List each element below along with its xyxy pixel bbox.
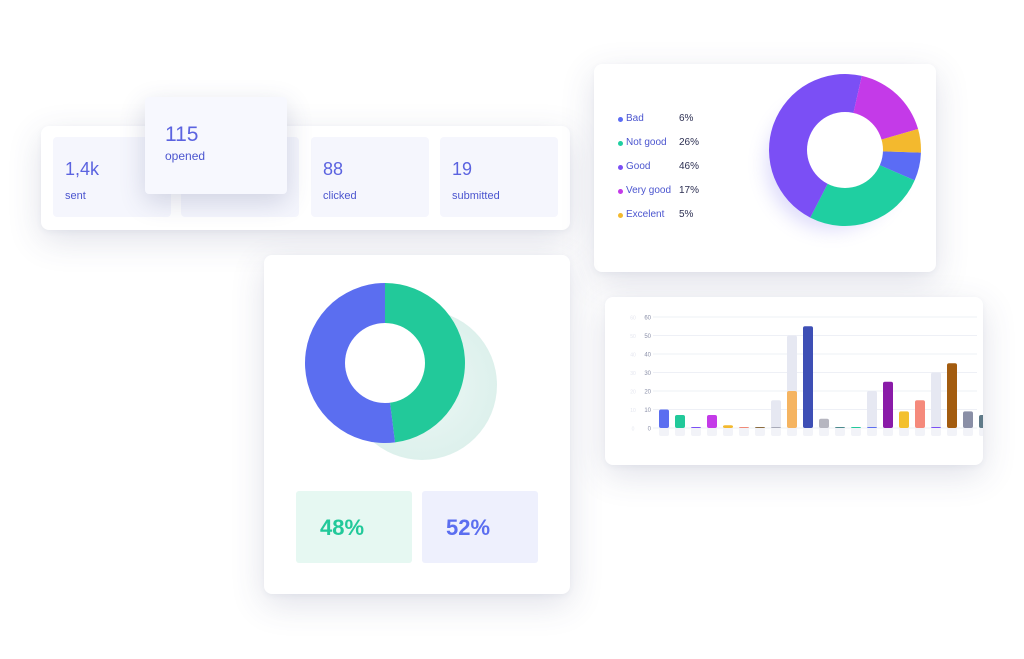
bar[interactable] — [659, 409, 669, 429]
stat-value: 115 — [165, 123, 199, 146]
bar-base — [963, 428, 973, 436]
bar-base — [755, 428, 765, 436]
legend-label: Excelent — [626, 209, 665, 220]
percent-box-left[interactable]: 48% — [296, 491, 412, 563]
percent-value: 48% — [320, 515, 365, 540]
rating-donut-card: Bad 6% Not good 26% Good 46% Very good 1… — [594, 64, 936, 272]
bar[interactable] — [883, 381, 893, 428]
rating-donut-chart — [766, 74, 921, 230]
donut-hole — [807, 112, 883, 188]
legend-dot — [618, 213, 623, 218]
bar[interactable] — [691, 427, 701, 428]
bar-base — [851, 428, 861, 436]
bar[interactable] — [867, 427, 877, 428]
stat-value: 19 — [452, 159, 473, 179]
bar-base — [771, 428, 781, 436]
bar[interactable] — [739, 427, 749, 428]
legend-percent: 17% — [679, 185, 700, 196]
bar-base — [675, 428, 685, 436]
bar-base — [915, 428, 925, 436]
y-tick-label: 10 — [644, 408, 651, 414]
bar-base — [835, 428, 845, 436]
y-tick-label-faint: 30 — [630, 371, 636, 377]
stat-label: sent — [65, 190, 86, 202]
legend-percent: 46% — [679, 161, 700, 172]
stat-label: clicked — [323, 190, 357, 202]
bar[interactable] — [755, 427, 765, 428]
email-stats-card: 1,4k sent 88 clicked 19 submitted — [41, 126, 570, 230]
donut-hole — [345, 323, 425, 403]
bar[interactable] — [915, 400, 925, 428]
bar[interactable] — [723, 425, 733, 428]
bar[interactable] — [899, 411, 909, 428]
y-tick-label: 0 — [648, 427, 652, 433]
bar-base — [707, 428, 717, 436]
stat-clicked[interactable]: 88 clicked — [311, 137, 429, 217]
bar[interactable] — [947, 363, 957, 428]
y-tick-label: 30 — [644, 371, 651, 377]
legend-label: Very good — [626, 185, 672, 196]
bar[interactable] — [707, 415, 717, 428]
bar[interactable] — [803, 326, 813, 428]
legend-percent: 6% — [679, 113, 694, 124]
bar[interactable] — [931, 427, 941, 428]
bar-base — [787, 428, 797, 436]
stat-opened-popup[interactable]: 115 opened — [145, 97, 287, 194]
bar[interactable] — [771, 427, 781, 428]
y-tick-label-faint: 40 — [630, 353, 636, 359]
legend-label: Good — [626, 161, 651, 172]
bar-base — [931, 428, 941, 436]
y-tick-label: 20 — [644, 390, 651, 396]
legend-dot — [618, 189, 623, 194]
legend-dot — [618, 117, 623, 122]
bar[interactable] — [851, 427, 861, 428]
bar-base — [899, 428, 909, 436]
bar-base — [819, 428, 829, 436]
donut-slice-green[interactable] — [385, 283, 465, 443]
bar-chart-card: 0 0 10 10 20 20 30 30 40 40 50 50 60 60 — [605, 297, 983, 465]
bar-base — [867, 428, 877, 436]
bar-ghost — [931, 372, 941, 428]
y-tick-label: 60 — [644, 316, 651, 322]
y-tick-label: 50 — [644, 334, 651, 340]
bar[interactable] — [819, 418, 829, 428]
stat-value: 1,4k — [65, 159, 100, 179]
split-donut-card: 48% 52% — [264, 255, 570, 594]
bar-base — [659, 428, 669, 436]
bar-base — [979, 428, 983, 436]
bar-base — [883, 428, 893, 436]
percent-box-right[interactable]: 52% — [422, 491, 538, 563]
y-tick-label-faint: 60 — [630, 316, 636, 322]
y-tick-label-faint: 50 — [630, 334, 636, 340]
bar-ghost — [867, 391, 877, 428]
bar-base — [739, 428, 749, 436]
bar[interactable] — [675, 415, 685, 428]
bar[interactable] — [979, 415, 983, 428]
y-tick-label-faint: 0 — [632, 427, 635, 433]
bar-base — [691, 428, 701, 436]
bar[interactable] — [963, 411, 973, 428]
legend-label: Not good — [626, 137, 667, 148]
legend-dot — [618, 165, 623, 170]
stat-label: submitted — [452, 190, 500, 202]
bar-ghost — [771, 400, 781, 428]
legend-dot — [618, 141, 623, 146]
bar[interactable] — [835, 427, 845, 428]
y-tick-label: 40 — [644, 353, 651, 359]
stat-submitted[interactable]: 19 submitted — [440, 137, 558, 217]
stat-label: opened — [165, 149, 206, 163]
bar[interactable] — [787, 391, 797, 428]
legend-label: Bad — [626, 113, 644, 124]
legend-percent: 26% — [679, 137, 700, 148]
stat-value: 88 — [323, 159, 344, 179]
bar-chart: 0 0 10 10 20 20 30 30 40 40 50 50 60 60 — [630, 316, 983, 436]
bar-base — [803, 428, 813, 436]
y-tick-label-faint: 10 — [630, 408, 636, 414]
bar-base — [723, 428, 733, 436]
split-donut-chart — [305, 283, 497, 460]
y-tick-label-faint: 20 — [630, 390, 636, 396]
legend-percent: 5% — [679, 209, 694, 220]
percent-value: 52% — [446, 515, 491, 540]
bar-base — [947, 428, 957, 436]
